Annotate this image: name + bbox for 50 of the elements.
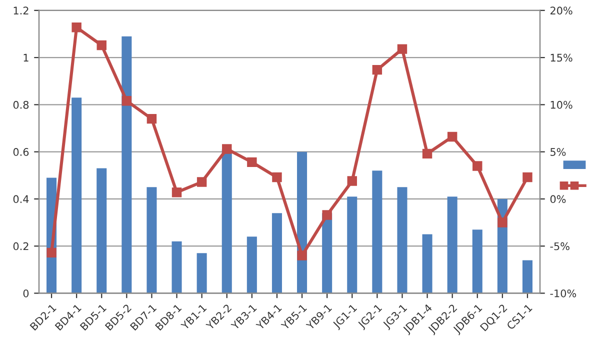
- bar: [196, 253, 207, 294]
- point: [122, 96, 132, 106]
- point: [472, 161, 482, 171]
- y-tick-label: 1.2: [14, 6, 28, 14]
- point: [272, 172, 282, 182]
- bar: [372, 170, 382, 294]
- bar: [222, 149, 232, 294]
- bar: [172, 241, 182, 294]
- point: [397, 44, 408, 54]
- point: [146, 114, 157, 124]
- bar: [447, 196, 458, 294]
- y-tick-label: 0.2: [13, 242, 28, 250]
- point: [422, 148, 432, 159]
- point: [498, 218, 508, 228]
- point: [322, 210, 332, 220]
- point: [96, 40, 106, 50]
- point: [522, 172, 532, 182]
- y2-tick-label: 5%: [550, 148, 566, 156]
- point: [372, 64, 382, 75]
- bar: [96, 168, 107, 294]
- bar: [72, 98, 82, 294]
- bar: [246, 236, 257, 294]
- bar: [347, 196, 358, 294]
- point: [172, 187, 182, 198]
- y2-tick-label: 20%: [550, 6, 572, 15]
- y-tick-label: 0.4: [13, 195, 29, 204]
- point: [247, 157, 257, 168]
- point: [297, 250, 307, 260]
- bar: [422, 234, 432, 294]
- y-tick-label: 0.8: [13, 100, 29, 109]
- y2-tick-label: 0%: [550, 195, 566, 204]
- y2-tick-label: 15%: [550, 54, 572, 62]
- point: [72, 22, 82, 32]
- point: [46, 248, 56, 258]
- bar: [122, 36, 132, 294]
- y2-tick-label: 10%: [550, 100, 572, 109]
- y-tick-label: 0.6: [13, 148, 29, 156]
- bar: [472, 230, 482, 294]
- y-tick-label: 1: [24, 54, 28, 62]
- y-tick-label: 0: [23, 289, 29, 298]
- y2-tick-label: -5%: [550, 242, 570, 250]
- point: [447, 132, 458, 142]
- point: [222, 144, 232, 154]
- bar: [146, 187, 157, 294]
- bar: [522, 260, 532, 294]
- point: [347, 176, 357, 186]
- bar: [397, 187, 408, 294]
- bar: [272, 213, 282, 294]
- y2-tick-label: -10%: [550, 289, 576, 298]
- point: [196, 177, 207, 187]
